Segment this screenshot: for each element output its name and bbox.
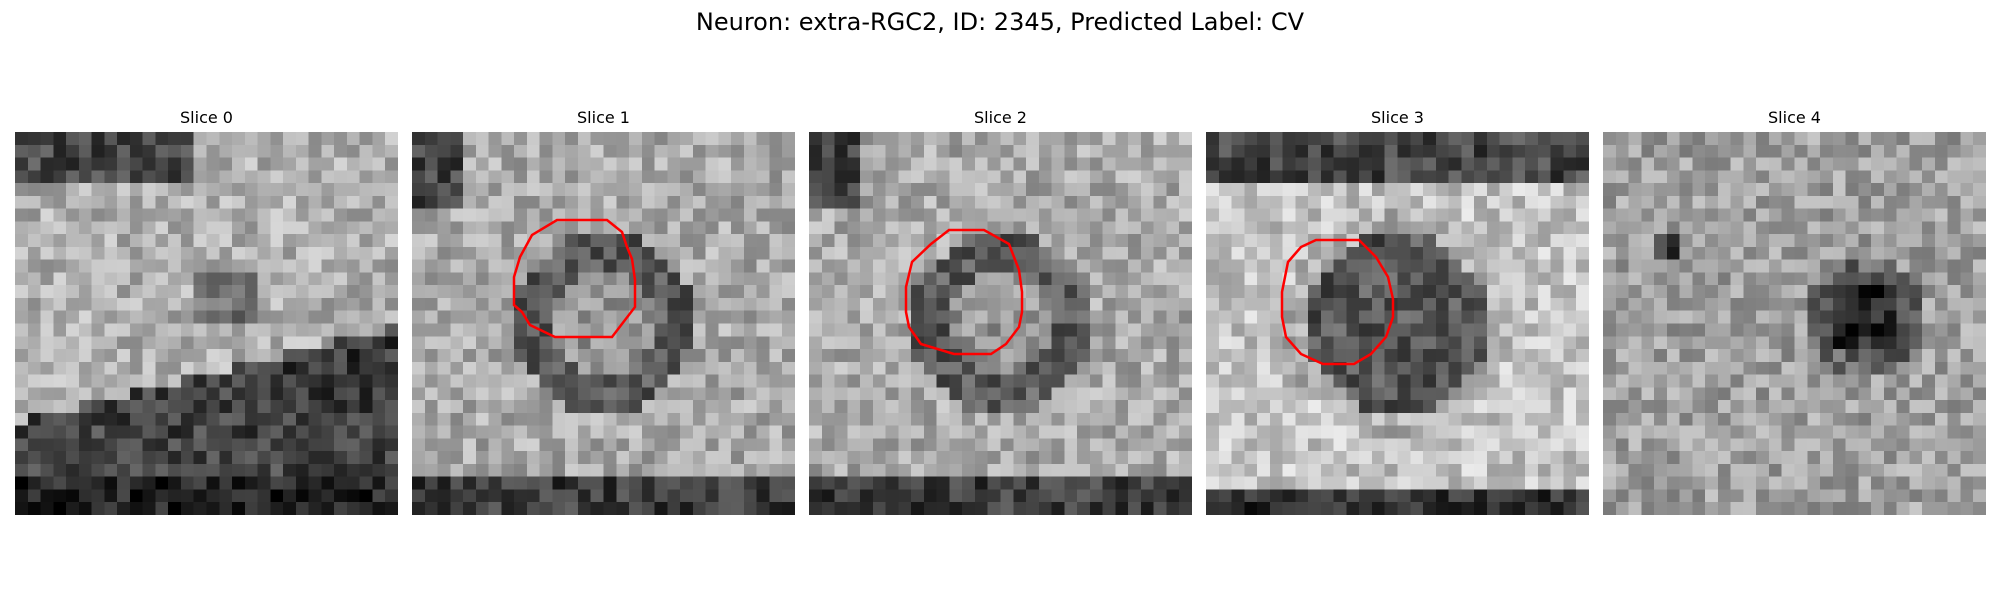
- slice-panel-0: Slice 0: [15, 108, 398, 515]
- slice-panel-4: Slice 4: [1603, 108, 1986, 515]
- slice-panel-1: Slice 1: [412, 108, 795, 515]
- slice-image-0: [15, 132, 398, 515]
- cell-contour-2: [904, 228, 1024, 356]
- slice-image-1: [412, 132, 795, 515]
- slice-panel-2: Slice 2: [809, 108, 1192, 515]
- slice-title-4: Slice 4: [1768, 108, 1821, 127]
- figure-title: Neuron: extra-RGC2, ID: 2345, Predicted …: [695, 8, 1305, 36]
- slice-image-4: [1603, 132, 1986, 515]
- cell-contour-1: [512, 218, 637, 339]
- cell-contour-3: [1280, 238, 1395, 366]
- contour-overlay-3: [1280, 238, 1395, 366]
- slice-title-3: Slice 3: [1371, 108, 1424, 127]
- contour-overlay-2: [904, 228, 1024, 356]
- slice-title-0: Slice 0: [180, 108, 233, 127]
- slice-title-1: Slice 1: [577, 108, 630, 127]
- slice-image-2: [809, 132, 1192, 515]
- slice-title-2: Slice 2: [974, 108, 1027, 127]
- contour-overlay-1: [512, 218, 637, 339]
- slice-image-3: [1206, 132, 1589, 515]
- slice-panel-3: Slice 3: [1206, 108, 1589, 515]
